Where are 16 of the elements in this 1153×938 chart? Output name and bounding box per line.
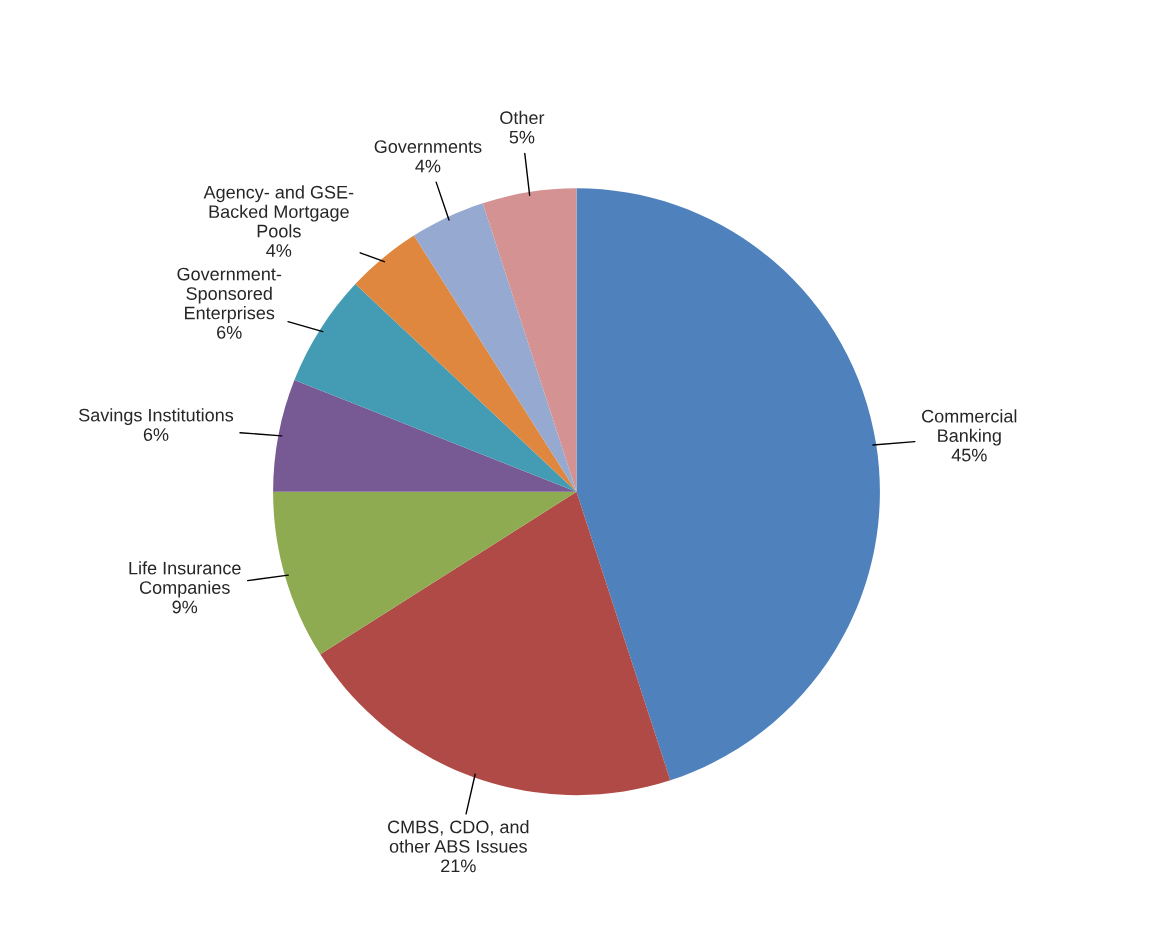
data-label: 4% (415, 159, 441, 173)
slice-label: Governments (374, 140, 482, 154)
slice-label: Commercial Banking (922, 409, 1017, 446)
data-label: 6% (217, 326, 242, 339)
data-label: 45% (951, 448, 987, 462)
data-label: 6% (143, 428, 169, 441)
data-label: 9% (172, 600, 198, 614)
slice-label: CMBS, CDO, and other ABS Issues (387, 820, 529, 853)
data-label: 21% (441, 859, 476, 873)
slice-label: Life Insurance Companies (129, 561, 241, 598)
slice-label: Other (500, 110, 545, 125)
data-label: 5% (509, 130, 535, 144)
slice-label: Savings Institutions (79, 408, 234, 426)
slice-label: Agency- and GSE- Backed Mortgage Pools (203, 185, 354, 238)
slice-label: Government- Sponsored Enterprises (177, 267, 282, 323)
data-label: 4% (266, 244, 292, 257)
